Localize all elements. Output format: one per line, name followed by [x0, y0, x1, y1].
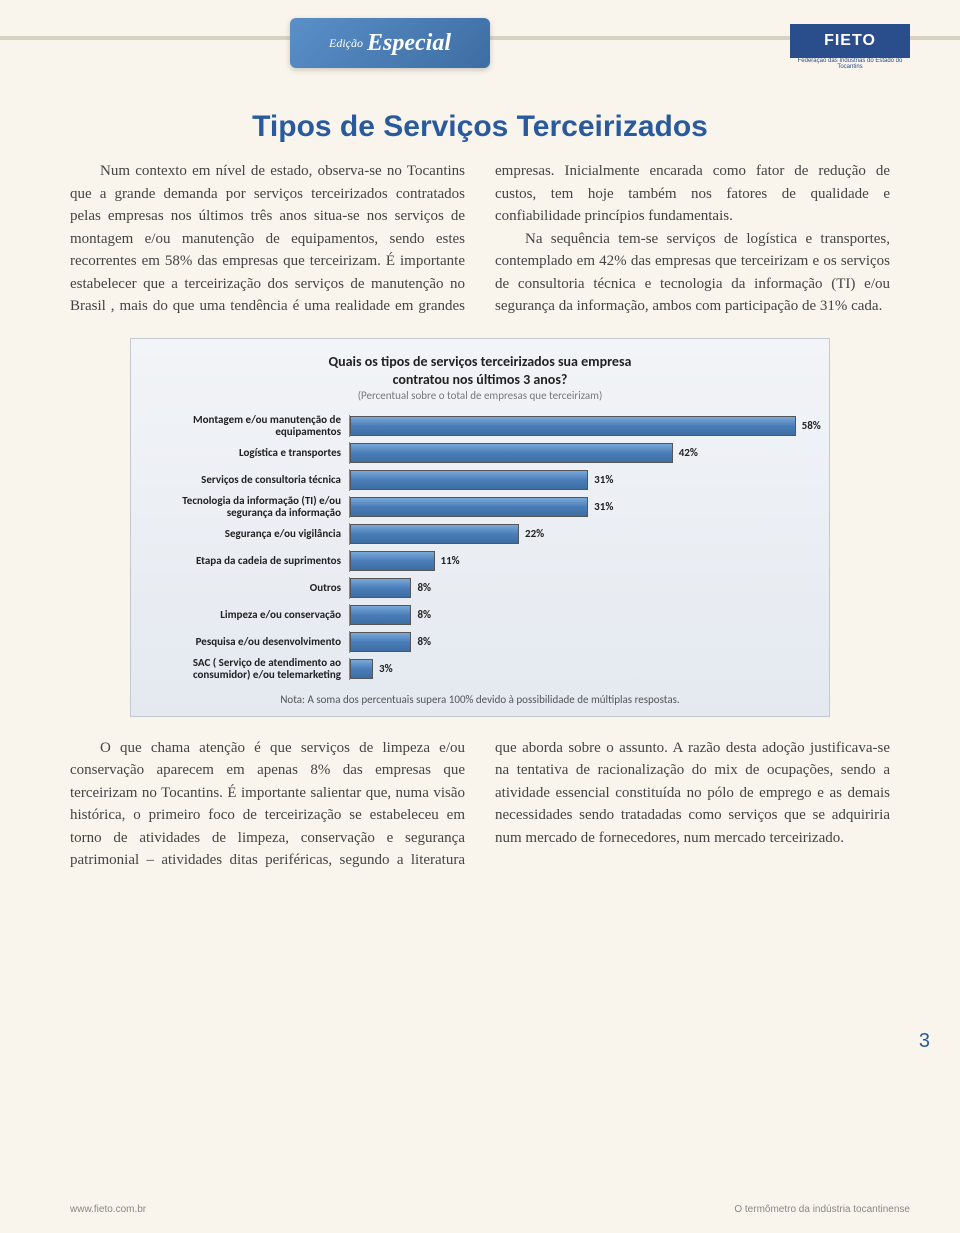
chart-value: 22%	[525, 527, 544, 540]
chart-row: Montagem e/ou manutenção de equipamentos…	[149, 414, 811, 438]
chart-row: Pesquisa e/ou desenvolvimento 8%	[149, 630, 811, 654]
chart-row-label: Etapa da cadeia de suprimentos	[149, 555, 349, 567]
page-content: Tipos de Serviços Terceirizados Num cont…	[0, 80, 960, 872]
chart-row: Limpeza e/ou conservação 8%	[149, 603, 811, 627]
chart-value: 3%	[379, 662, 393, 675]
services-chart: Quais os tipos de serviços terceirizados…	[130, 338, 830, 717]
chart-row: Tecnologia da informação (TI) e/ou segur…	[149, 495, 811, 519]
fieto-logo: FIETO	[790, 24, 910, 58]
chart-row-label: Segurança e/ou vigilância	[149, 528, 349, 540]
chart-bar	[350, 632, 411, 652]
bottom-columns: O que chama atenção é que serviços de li…	[70, 737, 890, 872]
chart-value: 31%	[594, 473, 613, 486]
chart-value: 11%	[441, 554, 460, 567]
footer-tagline: O termômetro da indústria tocantinense	[734, 1204, 910, 1215]
chart-row: Logística e transportes 42%	[149, 441, 811, 465]
chart-track: 8%	[349, 604, 811, 626]
badge-large: Especial	[367, 30, 451, 57]
fieto-logo-sub: Federação das Indústrias do Estado do To…	[790, 58, 910, 70]
chart-row: SAC ( Serviço de atendimento ao consumid…	[149, 657, 811, 681]
chart-row: Etapa da cadeia de suprimentos 11%	[149, 549, 811, 573]
chart-bar	[350, 416, 796, 436]
chart-title-line1: Quais os tipos de serviços terceirizados…	[329, 353, 632, 370]
footer-url: www.fieto.com.br	[70, 1204, 146, 1215]
chart-track: 22%	[349, 523, 811, 545]
chart-row-label: Montagem e/ou manutenção de equipamentos	[149, 414, 349, 438]
chart-track: 31%	[349, 469, 811, 491]
chart-track: 8%	[349, 631, 811, 653]
chart-title: Quais os tipos de serviços terceirizados…	[149, 353, 811, 389]
chart-row: Segurança e/ou vigilância 22%	[149, 522, 811, 546]
chart-bar	[350, 524, 519, 544]
chart-track: 31%	[349, 496, 811, 518]
chart-track: 8%	[349, 577, 811, 599]
chart-value: 8%	[417, 608, 431, 621]
chart-rows: Montagem e/ou manutenção de equipamentos…	[149, 414, 811, 681]
chart-bar	[350, 443, 673, 463]
chart-track: 3%	[349, 658, 811, 680]
intro-columns: Num contexto em nível de estado, observa…	[70, 160, 890, 318]
chart-value: 8%	[417, 581, 431, 594]
edition-badge: Edição Especial	[290, 18, 490, 68]
chart-track: 58%	[349, 415, 811, 437]
page-title: Tipos de Serviços Terceirizados	[70, 110, 890, 144]
chart-row-label: Logística e transportes	[149, 447, 349, 459]
chart-bar	[350, 497, 588, 517]
chart-row-label: Serviços de consultoria técnica	[149, 474, 349, 486]
chart-row-label: Pesquisa e/ou desenvolvimento	[149, 636, 349, 648]
badge-small: Edição	[329, 36, 363, 51]
paragraph-3: O que chama atenção é que serviços de li…	[70, 737, 890, 872]
chart-track: 42%	[349, 442, 811, 464]
page-number: 3	[919, 1030, 930, 1053]
chart-row: Serviços de consultoria técnica 31%	[149, 468, 811, 492]
chart-value: 58%	[802, 419, 821, 432]
chart-note: Nota: A soma dos percentuais supera 100%…	[149, 693, 811, 706]
chart-bar	[350, 578, 411, 598]
chart-bar	[350, 551, 435, 571]
chart-row-label: Outros	[149, 582, 349, 594]
chart-bar	[350, 605, 411, 625]
chart-track: 11%	[349, 550, 811, 572]
chart-subtitle: (Percentual sobre o total de empresas qu…	[149, 389, 811, 402]
chart-row: Outros 8%	[149, 576, 811, 600]
chart-row-label: Limpeza e/ou conservação	[149, 609, 349, 621]
chart-title-line2: contratou nos últimos 3 anos?	[393, 371, 568, 388]
chart-row-label: SAC ( Serviço de atendimento ao consumid…	[149, 657, 349, 681]
chart-value: 31%	[594, 500, 613, 513]
chart-bar	[350, 659, 373, 679]
chart-bar	[350, 470, 588, 490]
chart-value: 8%	[417, 635, 431, 648]
chart-row-label: Tecnologia da informação (TI) e/ou segur…	[149, 495, 349, 519]
paragraph-2: Na sequência tem-se serviços de logístic…	[495, 228, 890, 318]
chart-value: 42%	[679, 446, 698, 459]
page-footer: www.fieto.com.br O termômetro da indústr…	[70, 1204, 910, 1215]
header-stripe: Edição Especial FIETO Federação das Indú…	[0, 0, 960, 80]
